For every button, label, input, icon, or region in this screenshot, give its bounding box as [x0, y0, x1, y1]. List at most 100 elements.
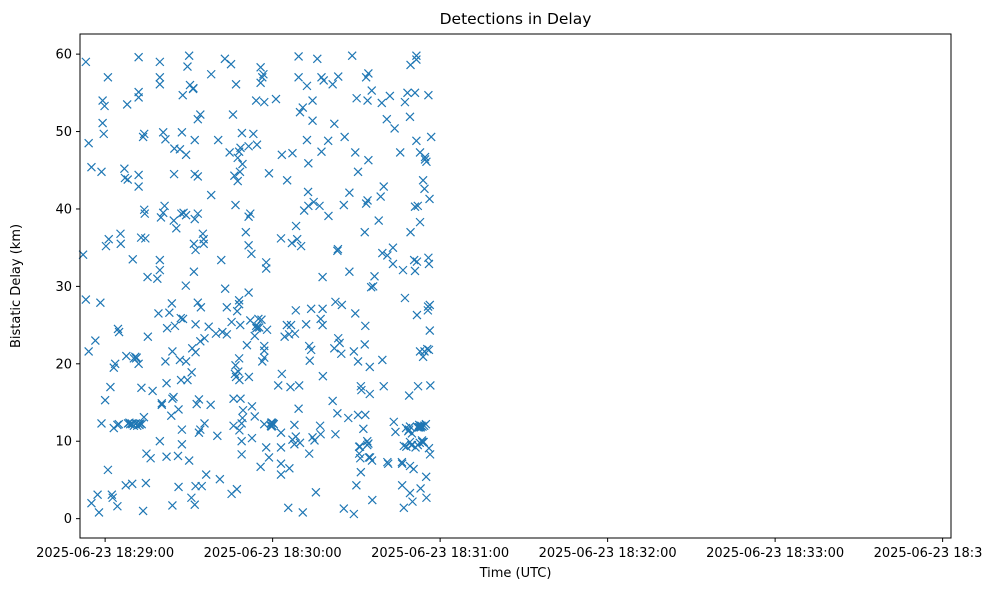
data-point: [367, 456, 377, 466]
data-point: [305, 356, 315, 366]
data-point: [166, 411, 176, 421]
data-point: [261, 257, 271, 267]
data-point: [112, 501, 122, 511]
data-point: [106, 382, 115, 392]
data-point: [424, 259, 434, 269]
data-point: [184, 51, 194, 61]
data-point: [395, 148, 405, 157]
data-point: [276, 470, 286, 479]
data-point: [405, 488, 415, 498]
data-point: [170, 321, 180, 331]
data-point: [277, 150, 287, 160]
data-point: [206, 400, 216, 410]
data-point: [162, 378, 171, 388]
data-point: [388, 259, 398, 269]
data-point: [347, 51, 357, 61]
data-point: [248, 129, 258, 139]
data-point: [90, 336, 100, 346]
data-point: [377, 98, 387, 108]
data-point: [217, 327, 227, 337]
data-point: [363, 96, 372, 106]
y-tick-label: 60: [55, 48, 72, 63]
data-point: [276, 459, 286, 469]
data-point: [329, 119, 339, 129]
data-point: [422, 344, 432, 354]
data-point: [349, 509, 359, 519]
data-point: [132, 353, 142, 363]
data-point: [120, 173, 130, 183]
data-point: [303, 187, 313, 197]
data-point: [422, 493, 431, 503]
data-point: [234, 353, 244, 363]
data-point: [332, 246, 342, 256]
data-point: [237, 436, 247, 446]
data-point: [99, 129, 109, 139]
data-point: [287, 238, 297, 248]
data-point: [155, 57, 165, 67]
data-point: [424, 345, 434, 355]
data-point: [276, 233, 286, 243]
data-point: [152, 274, 162, 284]
data-point: [121, 351, 131, 361]
y-axis: 0 10 20 30 40 50 60: [55, 48, 80, 527]
data-point: [233, 367, 243, 376]
data-point: [247, 401, 257, 411]
y-tick-label: 30: [55, 280, 72, 295]
y-tick-label: 20: [55, 357, 72, 372]
data-point: [319, 76, 329, 85]
data-point: [157, 400, 167, 410]
data-point: [355, 453, 365, 463]
data-points: [78, 51, 436, 519]
data-point: [411, 51, 421, 61]
data-point: [303, 158, 313, 168]
data-point: [408, 497, 417, 507]
data-point: [206, 69, 216, 79]
data-point: [196, 302, 206, 312]
data-point: [139, 412, 149, 422]
data-point: [416, 484, 426, 493]
data-point: [197, 481, 207, 491]
data-point: [353, 410, 363, 420]
data-point: [134, 359, 144, 369]
data-point: [84, 346, 94, 356]
data-point: [143, 332, 153, 342]
data-point: [264, 453, 274, 462]
data-point: [176, 375, 186, 385]
data-point: [377, 248, 387, 258]
data-point: [353, 357, 363, 366]
x-tick-label: 2025-06-23 18:31:00: [371, 546, 509, 561]
data-point: [195, 425, 205, 435]
data-point: [295, 438, 305, 448]
data-point: [103, 72, 113, 82]
data-point: [155, 436, 165, 446]
data-point: [167, 298, 177, 308]
data-point: [273, 381, 283, 390]
data-point: [419, 437, 429, 447]
data-point: [302, 81, 312, 91]
data-point: [134, 182, 144, 191]
data-point: [158, 127, 168, 137]
data-point: [335, 338, 345, 348]
data-point: [250, 412, 260, 421]
data-point: [379, 182, 389, 191]
data-point: [363, 196, 372, 205]
data-point: [256, 462, 266, 472]
data-point: [100, 101, 109, 111]
data-point: [405, 422, 415, 431]
data-point: [411, 136, 421, 146]
data-point: [425, 449, 435, 459]
data-point: [235, 167, 245, 177]
data-point: [97, 167, 106, 177]
data-point: [190, 135, 200, 145]
data-point: [173, 451, 183, 461]
data-point: [400, 293, 410, 303]
data-point: [280, 332, 290, 342]
data-point: [294, 72, 304, 82]
data-point: [400, 97, 410, 107]
data-point: [190, 500, 200, 510]
x-axis-label: Time (UTC): [479, 566, 552, 581]
data-point: [365, 389, 375, 399]
data-point: [399, 503, 409, 513]
data-point: [422, 157, 431, 167]
data-point: [363, 439, 373, 448]
